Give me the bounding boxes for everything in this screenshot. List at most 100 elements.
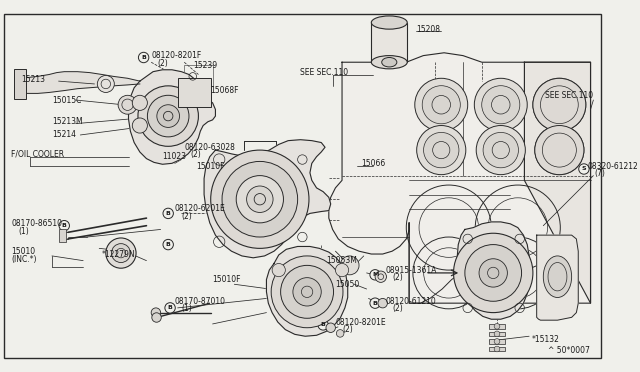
Text: (2): (2) bbox=[181, 212, 192, 221]
Ellipse shape bbox=[371, 16, 407, 29]
Circle shape bbox=[59, 221, 70, 231]
Text: SEE SEC.110: SEE SEC.110 bbox=[545, 91, 593, 100]
Text: 08120-6201E: 08120-6201E bbox=[175, 204, 225, 213]
Text: B: B bbox=[166, 242, 171, 247]
Bar bbox=[59, 230, 66, 242]
Circle shape bbox=[535, 125, 584, 175]
Text: F/OIL COOLER: F/OIL COOLER bbox=[12, 150, 65, 158]
Text: B: B bbox=[141, 55, 146, 60]
Circle shape bbox=[163, 240, 173, 250]
Text: 15213M: 15213M bbox=[52, 117, 83, 126]
Text: B: B bbox=[62, 223, 67, 228]
Text: (INC.*): (INC.*) bbox=[12, 255, 37, 264]
Circle shape bbox=[540, 86, 579, 124]
Circle shape bbox=[494, 339, 500, 344]
Circle shape bbox=[106, 238, 136, 268]
Circle shape bbox=[163, 208, 173, 219]
Circle shape bbox=[541, 132, 577, 168]
Circle shape bbox=[415, 78, 468, 131]
Text: SEE SEC.110: SEE SEC.110 bbox=[300, 68, 349, 77]
Circle shape bbox=[375, 271, 387, 282]
Bar bbox=[490, 324, 504, 329]
Circle shape bbox=[535, 125, 584, 175]
Circle shape bbox=[482, 86, 520, 124]
Bar bbox=[490, 339, 504, 344]
Circle shape bbox=[422, 86, 460, 124]
Text: 15010: 15010 bbox=[12, 247, 35, 256]
Circle shape bbox=[483, 132, 518, 168]
Text: 08120-61210: 08120-61210 bbox=[385, 297, 436, 306]
Text: B: B bbox=[168, 305, 173, 310]
Circle shape bbox=[318, 320, 328, 330]
Circle shape bbox=[417, 125, 466, 175]
Circle shape bbox=[280, 265, 333, 318]
Text: 15214: 15214 bbox=[52, 131, 76, 140]
Circle shape bbox=[479, 259, 508, 287]
Text: B: B bbox=[321, 323, 326, 327]
Text: 08120-8201E: 08120-8201E bbox=[335, 318, 386, 327]
Text: M: M bbox=[372, 272, 378, 277]
Circle shape bbox=[494, 331, 500, 337]
Polygon shape bbox=[537, 235, 579, 320]
Circle shape bbox=[337, 330, 344, 337]
Text: 08170-86510: 08170-86510 bbox=[12, 219, 62, 228]
Text: (2): (2) bbox=[392, 273, 403, 282]
Text: 15208: 15208 bbox=[417, 25, 441, 33]
Text: (2): (2) bbox=[191, 150, 202, 159]
Circle shape bbox=[97, 76, 115, 93]
Circle shape bbox=[579, 164, 589, 174]
Text: 15068F: 15068F bbox=[210, 86, 238, 95]
Ellipse shape bbox=[543, 256, 572, 298]
Bar bbox=[178, 78, 211, 107]
Circle shape bbox=[111, 244, 131, 263]
Text: ^ 50*0007: ^ 50*0007 bbox=[548, 346, 590, 355]
Circle shape bbox=[454, 233, 533, 312]
Circle shape bbox=[138, 52, 149, 63]
Circle shape bbox=[370, 270, 380, 280]
Circle shape bbox=[370, 298, 380, 308]
Circle shape bbox=[465, 244, 522, 301]
Circle shape bbox=[272, 263, 285, 277]
Circle shape bbox=[157, 105, 180, 128]
Circle shape bbox=[533, 78, 586, 131]
Text: 15053M: 15053M bbox=[326, 256, 357, 265]
Circle shape bbox=[152, 313, 161, 322]
Text: (1): (1) bbox=[181, 304, 192, 313]
Circle shape bbox=[132, 95, 147, 110]
Text: 15050: 15050 bbox=[335, 280, 360, 289]
Text: 08320-61212: 08320-61212 bbox=[588, 162, 639, 171]
Circle shape bbox=[222, 161, 298, 237]
Polygon shape bbox=[458, 222, 529, 319]
Text: 11023: 11023 bbox=[163, 152, 186, 161]
Bar bbox=[371, 23, 407, 62]
Bar bbox=[184, 65, 212, 86]
Circle shape bbox=[246, 186, 273, 212]
Polygon shape bbox=[129, 70, 216, 164]
Text: (7): (7) bbox=[595, 169, 605, 178]
Bar bbox=[14, 69, 26, 99]
Text: 08915-1361A: 08915-1361A bbox=[385, 266, 437, 275]
Bar bbox=[490, 331, 504, 336]
Ellipse shape bbox=[381, 58, 397, 67]
Polygon shape bbox=[266, 247, 348, 336]
Circle shape bbox=[211, 150, 309, 248]
Text: *15132: *15132 bbox=[532, 334, 560, 344]
Text: 08120-63028: 08120-63028 bbox=[184, 143, 235, 152]
Circle shape bbox=[476, 125, 525, 175]
Polygon shape bbox=[329, 53, 591, 303]
Polygon shape bbox=[20, 72, 140, 93]
Text: 15010F: 15010F bbox=[196, 162, 225, 171]
Text: 15239: 15239 bbox=[194, 61, 218, 70]
Circle shape bbox=[118, 95, 137, 114]
Circle shape bbox=[132, 118, 147, 133]
Text: 15015C: 15015C bbox=[52, 96, 81, 105]
Circle shape bbox=[494, 324, 500, 329]
Circle shape bbox=[326, 323, 335, 333]
Text: 15066: 15066 bbox=[361, 159, 385, 168]
Circle shape bbox=[533, 78, 586, 131]
Text: 08120-8201F: 08120-8201F bbox=[151, 51, 202, 60]
Text: 08170-87010: 08170-87010 bbox=[175, 297, 226, 306]
Text: B: B bbox=[372, 301, 378, 306]
Text: B: B bbox=[166, 211, 171, 216]
Circle shape bbox=[293, 278, 321, 306]
